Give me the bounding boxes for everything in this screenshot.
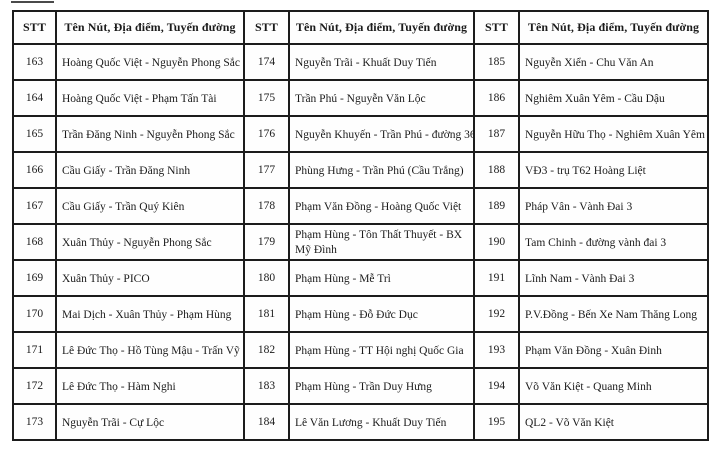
stt-cell: 195 (473, 403, 520, 441)
table-row: 170 Mai Dịch - Xuân Thủy - Phạm Hùng 181… (12, 295, 709, 333)
route-cell: Phạm Hùng - Trần Duy Hưng (288, 367, 475, 405)
stt-cell: 191 (473, 259, 520, 297)
route-cell: Xuân Thủy - PICO (55, 259, 245, 297)
traffic-node-table: STT Tên Nút, Địa điểm, Tuyến đường STT T… (12, 10, 709, 441)
stt-cell: 184 (243, 403, 290, 441)
route-cell: Phạm Văn Đồng - Hoàng Quốc Việt (288, 187, 475, 225)
stt-cell: 167 (12, 187, 57, 225)
route-cell: Lê Đức Thọ - Hồ Tùng Mậu - Trấn Vỹ (55, 331, 245, 369)
stt-cell: 169 (12, 259, 57, 297)
route-cell: Trần Đăng Ninh - Nguyễn Phong Sắc (55, 115, 245, 153)
route-cell: Mai Dịch - Xuân Thủy - Phạm Hùng (55, 295, 245, 333)
stt-cell: 171 (12, 331, 57, 369)
route-cell: Nguyễn Trãi - Khuất Duy Tiến (288, 43, 475, 81)
route-cell: Phạm Hùng - Mễ Trì (288, 259, 475, 297)
route-cell: Phạm Hùng - Tôn Thất Thuyết - BX Mỹ Đình (288, 223, 475, 261)
route-cell: Võ Văn Kiệt - Quang Minh (518, 367, 709, 405)
table-row: 167 Cầu Giấy - Trần Quý Kiên 178 Phạm Vă… (12, 187, 709, 225)
stt-cell: 194 (473, 367, 520, 405)
table-row: 169 Xuân Thủy - PICO 180 Phạm Hùng - Mễ … (12, 259, 709, 297)
table-row: 165 Trần Đăng Ninh - Nguyễn Phong Sắc 17… (12, 115, 709, 153)
route-cell: Lê Văn Lương - Khuất Duy Tiến (288, 403, 475, 441)
route-cell: Hoàng Quốc Việt - Nguyễn Phong Sắc (55, 43, 245, 81)
table-row: 164 Hoàng Quốc Việt - Phạm Tấn Tài 175 T… (12, 79, 709, 117)
stt-cell: 182 (243, 331, 290, 369)
stt-cell: 187 (473, 115, 520, 153)
stt-cell: 175 (243, 79, 290, 117)
stt-cell: 172 (12, 367, 57, 405)
stt-cell: 170 (12, 295, 57, 333)
table-row: 168 Xuân Thủy - Nguyễn Phong Sắc 179 Phạ… (12, 223, 709, 261)
stt-header: STT (473, 10, 520, 45)
stt-cell: 163 (12, 43, 57, 81)
table-row: 172 Lê Đức Thọ - Hàm Nghi 183 Phạm Hùng … (12, 367, 709, 405)
route-header: Tên Nút, Địa điểm, Tuyến đường (288, 10, 475, 45)
route-cell: Nguyễn Xiển - Chu Văn An (518, 43, 709, 81)
stt-cell: 180 (243, 259, 290, 297)
route-cell: Trần Phú - Nguyễn Văn Lộc (288, 79, 475, 117)
route-cell: QL2 - Võ Văn Kiệt (518, 403, 709, 441)
header-row: STT Tên Nút, Địa điểm, Tuyến đường STT T… (12, 10, 709, 45)
route-cell: Phạm Văn Đồng - Xuân Đinh (518, 331, 709, 369)
stt-cell: 192 (473, 295, 520, 333)
stt-cell: 189 (473, 187, 520, 225)
stt-cell: 165 (12, 115, 57, 153)
route-cell: Phạm Hùng - Đỗ Đức Dục (288, 295, 475, 333)
stt-cell: 179 (243, 223, 290, 261)
stt-cell: 173 (12, 403, 57, 441)
route-cell: Lĩnh Nam - Vành Đai 3 (518, 259, 709, 297)
route-cell: Xuân Thủy - Nguyễn Phong Sắc (55, 223, 245, 261)
route-cell: Tam Chinh - đường vành đai 3 (518, 223, 709, 261)
page-top-edge-artifact (11, 1, 54, 3)
stt-cell: 186 (473, 79, 520, 117)
route-cell: Nguyễn Khuyến - Trần Phú - đường 36m (288, 115, 475, 153)
stt-header: STT (12, 10, 57, 45)
route-cell: Phạm Hùng - TT Hội nghị Quốc Gia (288, 331, 475, 369)
route-cell: Pháp Vân - Vành Đai 3 (518, 187, 709, 225)
stt-cell: 164 (12, 79, 57, 117)
route-cell: Hoàng Quốc Việt - Phạm Tấn Tài (55, 79, 245, 117)
stt-cell: 183 (243, 367, 290, 405)
route-cell: Lê Đức Thọ - Hàm Nghi (55, 367, 245, 405)
stt-cell: 185 (473, 43, 520, 81)
route-header: Tên Nút, Địa điểm, Tuyến đường (518, 10, 709, 45)
stt-cell: 166 (12, 151, 57, 189)
route-header: Tên Nút, Địa điểm, Tuyến đường (55, 10, 245, 45)
stt-cell: 178 (243, 187, 290, 225)
stt-cell: 181 (243, 295, 290, 333)
table-row: 171 Lê Đức Thọ - Hồ Tùng Mậu - Trấn Vỹ 1… (12, 331, 709, 369)
route-cell: Phùng Hưng - Trần Phú (Cầu Trắng) (288, 151, 475, 189)
stt-cell: 188 (473, 151, 520, 189)
route-cell: Cầu Giấy - Trần Quý Kiên (55, 187, 245, 225)
stt-cell: 190 (473, 223, 520, 261)
stt-cell: 176 (243, 115, 290, 153)
route-cell: Nghiêm Xuân Yêm - Cầu Dậu (518, 79, 709, 117)
route-cell: P.V.Đồng - Bến Xe Nam Thăng Long (518, 295, 709, 333)
stt-cell: 193 (473, 331, 520, 369)
route-cell: Nguyễn Hữu Thọ - Nghiêm Xuân Yêm (518, 115, 709, 153)
route-cell: Nguyễn Trãi - Cự Lộc (55, 403, 245, 441)
stt-header: STT (243, 10, 290, 45)
route-cell: VĐ3 - trụ T62 Hoàng Liệt (518, 151, 709, 189)
table-row: 163 Hoàng Quốc Việt - Nguyễn Phong Sắc 1… (12, 43, 709, 81)
stt-cell: 174 (243, 43, 290, 81)
stt-cell: 177 (243, 151, 290, 189)
stt-cell: 168 (12, 223, 57, 261)
table-row: 166 Cầu Giấy - Trần Đăng Ninh 177 Phùng … (12, 151, 709, 189)
route-cell: Cầu Giấy - Trần Đăng Ninh (55, 151, 245, 189)
table-row: 173 Nguyễn Trãi - Cự Lộc 184 Lê Văn Lươn… (12, 403, 709, 441)
